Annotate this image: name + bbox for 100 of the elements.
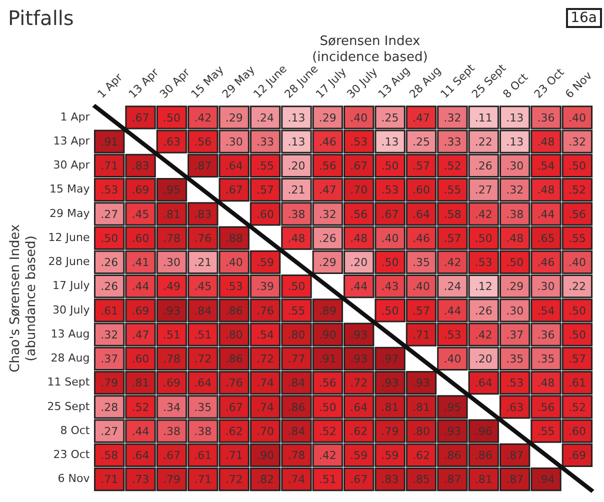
data-label: .91 — [318, 352, 336, 366]
data-label: .42 — [474, 208, 492, 221]
data-label: .29 — [225, 111, 243, 124]
data-label: .84 — [288, 424, 306, 438]
data-label: .72 — [350, 376, 368, 390]
data-label: .71 — [194, 473, 212, 486]
data-label: .81 — [474, 473, 492, 486]
data-label: .33 — [256, 135, 274, 148]
data-label: .87 — [444, 473, 462, 486]
data-label: .80 — [412, 424, 430, 438]
y-tick-label: 8 Oct — [60, 424, 90, 437]
data-label: .95 — [444, 400, 462, 414]
data-label: .69 — [162, 376, 180, 390]
data-label: .86 — [288, 400, 306, 414]
data-label: .58 — [100, 449, 118, 462]
data-label: .40 — [568, 111, 586, 124]
data-label: .56 — [318, 160, 336, 173]
data-label: .44 — [132, 280, 150, 294]
data-label: .32 — [100, 328, 118, 342]
data-label: .26 — [100, 280, 118, 294]
data-label: .50 — [474, 232, 492, 245]
data-label: .87 — [506, 449, 524, 462]
data-label: .26 — [474, 304, 492, 318]
data-label: .50 — [568, 304, 586, 318]
data-label: .20 — [288, 160, 306, 173]
data-label: .69 — [132, 304, 150, 318]
data-label: .84 — [288, 376, 306, 390]
data-label: .81 — [132, 376, 150, 390]
data-label: .37 — [506, 328, 524, 342]
data-label: .67 — [225, 184, 243, 197]
data-label: .55 — [288, 304, 306, 318]
data-label: .20 — [474, 352, 492, 366]
data-label: .52 — [132, 400, 150, 414]
data-label: .94 — [537, 473, 555, 486]
data-label: .76 — [194, 232, 212, 245]
data-label: .73 — [132, 473, 150, 486]
data-label: .52 — [568, 400, 586, 414]
data-label: .42 — [194, 111, 212, 124]
y-tick-label: 25 Sept — [47, 400, 90, 413]
data-label: .74 — [288, 473, 306, 486]
data-label: .32 — [318, 208, 336, 221]
data-label: .59 — [350, 449, 368, 462]
data-label: .67 — [381, 208, 399, 221]
data-label: .24 — [256, 111, 274, 124]
data-label: .52 — [318, 424, 336, 438]
data-label: .26 — [318, 232, 336, 245]
data-label: .80 — [288, 328, 306, 342]
data-label: .67 — [162, 449, 180, 462]
data-label: .56 — [568, 208, 586, 221]
data-label: .50 — [381, 256, 399, 270]
data-label: .54 — [537, 304, 555, 318]
data-label: .21 — [194, 256, 212, 270]
data-label: .50 — [100, 232, 118, 245]
data-label: .36 — [537, 111, 555, 124]
y-tick-label: 12 June — [48, 230, 90, 244]
chart-title: Pitfalls — [8, 6, 74, 30]
data-label: .30 — [162, 256, 180, 270]
data-label: .38 — [194, 424, 212, 438]
data-label: .53 — [225, 280, 243, 294]
data-label: .46 — [537, 256, 555, 270]
data-label: .83 — [381, 473, 399, 486]
text: 16a — [566, 8, 602, 28]
y-tick-label: 30 July — [52, 303, 90, 316]
data-label: .34 — [162, 400, 180, 414]
data-label: .83 — [194, 208, 212, 221]
data-label: .81 — [381, 400, 399, 414]
data-label: .42 — [444, 256, 462, 270]
data-label: .83 — [132, 160, 150, 173]
data-label: .42 — [318, 449, 336, 462]
y-axis-title: Chao's Sørensen Index (abundance based) — [8, 224, 39, 372]
data-label: .86 — [474, 449, 492, 462]
data-label: .50 — [506, 256, 524, 270]
data-label: .78 — [288, 449, 306, 462]
y-tick-label: 1 Apr — [60, 110, 90, 124]
data-label: .57 — [568, 352, 586, 366]
data-label: .50 — [162, 111, 180, 124]
data-label: .48 — [537, 376, 555, 390]
data-label: .60 — [568, 424, 586, 438]
y-tick-label: 28 June — [48, 255, 90, 268]
data-label: .40 — [444, 352, 462, 366]
data-label: .93 — [412, 376, 430, 390]
data-label: .48 — [288, 232, 306, 245]
data-label: .50 — [288, 280, 306, 294]
data-label: .47 — [412, 111, 430, 124]
data-label: .64 — [350, 400, 368, 414]
y-tick-label: 28 Aug — [50, 352, 90, 365]
data-label: .54 — [256, 328, 274, 342]
data-label: .53 — [444, 328, 462, 342]
data-label: .32 — [444, 111, 462, 124]
data-label: .32 — [506, 184, 524, 197]
data-label: .79 — [162, 473, 180, 486]
data-label: .86 — [225, 352, 243, 366]
data-label: .53 — [474, 256, 492, 270]
data-label: .40 — [225, 256, 243, 270]
data-label: .55 — [568, 232, 586, 245]
data-label: .20 — [350, 256, 368, 270]
data-label: .76 — [256, 304, 274, 318]
data-label: .48 — [506, 232, 524, 245]
data-label: .71 — [225, 449, 243, 462]
data-label: .27 — [474, 184, 492, 197]
